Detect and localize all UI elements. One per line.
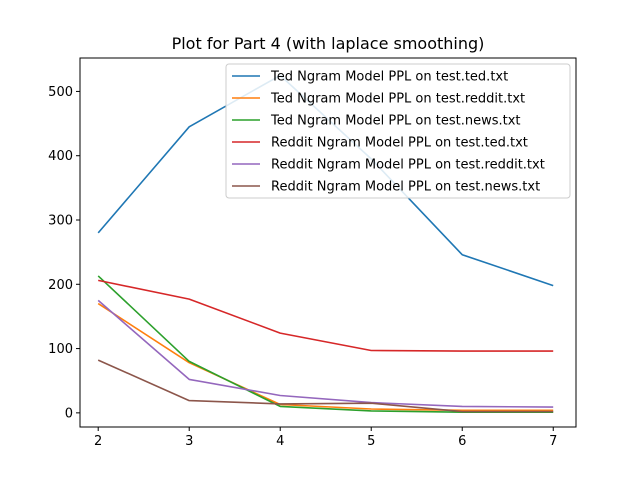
series-line-3 [97,275,554,414]
x-tick-label: 4 [276,434,284,449]
x-tick-label: 5 [367,434,375,449]
x-axis: 2 3 4 5 6 7 [94,427,557,449]
y-axis: 0 100 200 300 400 500 [48,85,80,421]
x-tick-label: 7 [549,434,557,449]
legend-box [225,63,571,199]
legend-entry: Ted Ngram Model PPL on test.reddit.txt [270,92,525,107]
y-tick-label: 400 [48,149,73,164]
x-tick-label: 6 [458,434,466,449]
legend-entry: Reddit Ngram Model PPL on test.ted.txt [271,136,528,151]
legend-entry: Ted Ngram Model PPL on test.ted.txt [270,70,508,85]
y-tick-label: 300 [48,214,73,229]
plot-area [79,57,577,428]
y-tick-label: 500 [48,85,73,100]
series-line-4 [98,279,554,352]
series-line-6 [97,359,554,413]
legend: Ted Ngram Model PPL on test.ted.txt Ted N… [225,63,571,199]
legend-entry: Reddit Ngram Model PPL on test.reddit.tx… [271,158,545,173]
y-tick-label: 0 [65,406,73,421]
chart-title: Plot for Part 4 (with laplace smoothing) [172,34,485,53]
y-tick-label: 100 [48,342,73,357]
series-line-2 [97,302,554,412]
x-tick-label: 2 [94,434,102,449]
x-tick-label: 3 [185,434,193,449]
y-tick-label: 200 [48,278,73,293]
legend-entry: Ted Ngram Model PPL on test.news.txt [270,114,521,129]
legend-entry: Reddit Ngram Model PPL on test.news.txt [271,180,540,195]
series-line-5 [97,299,554,408]
